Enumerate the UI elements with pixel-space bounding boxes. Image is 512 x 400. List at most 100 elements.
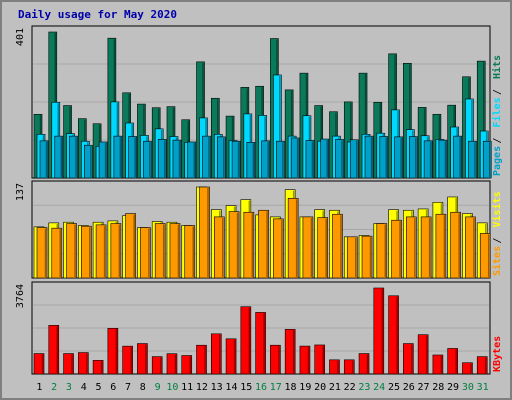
bar-kbytes-day-1 bbox=[33, 353, 45, 375]
bar-pages-day-18 bbox=[290, 137, 300, 179]
legend-separator: / bbox=[492, 89, 503, 95]
bar-pages-day-5 bbox=[98, 141, 108, 179]
bar-sites-day-1 bbox=[36, 227, 48, 279]
x-tick-label-day-29: 29 bbox=[447, 382, 459, 393]
bar-kbytes-day-29 bbox=[447, 348, 458, 375]
legend-separator: / bbox=[492, 237, 503, 243]
bar-pages-day-8 bbox=[143, 140, 152, 179]
y-max-label: 3764 bbox=[15, 284, 26, 308]
bar-kbytes-day-3 bbox=[63, 353, 74, 375]
x-tick-label-day-13: 13 bbox=[211, 382, 223, 393]
bar-kbytes-day-4 bbox=[78, 352, 89, 375]
bar-sites-day-19 bbox=[302, 216, 314, 279]
bar-sites-day-31 bbox=[479, 233, 491, 279]
bar-pages-day-24 bbox=[379, 136, 389, 179]
x-tick-label-day-14: 14 bbox=[225, 382, 237, 393]
x-tick-label-day-22: 22 bbox=[344, 382, 356, 393]
bar-pages-day-27 bbox=[423, 140, 433, 179]
x-tick-label-day-5: 5 bbox=[95, 382, 101, 393]
y-max-label: 137 bbox=[15, 183, 26, 201]
bar-sites-day-28 bbox=[435, 213, 447, 279]
bar-kbytes-day-15 bbox=[240, 306, 252, 375]
legend-separator: / bbox=[492, 137, 503, 143]
x-tick-label-day-31: 31 bbox=[477, 382, 489, 393]
bar-pages-day-17 bbox=[276, 140, 285, 179]
bar-kbytes-day-27 bbox=[417, 334, 429, 375]
bar-kbytes-day-6 bbox=[107, 328, 119, 375]
bar-pages-day-11 bbox=[187, 141, 197, 179]
bar-kbytes-day-11 bbox=[181, 355, 193, 375]
bar-sites-day-24 bbox=[376, 223, 388, 279]
bar-sites-day-4 bbox=[81, 225, 92, 279]
bar-sites-day-17 bbox=[273, 218, 284, 279]
x-tick-label-day-1: 1 bbox=[36, 382, 42, 393]
bar-pages-day-13 bbox=[216, 136, 226, 179]
bar-pages-day-21 bbox=[335, 139, 344, 179]
x-tick-label-day-3: 3 bbox=[66, 382, 72, 393]
bar-sites-day-9 bbox=[154, 223, 166, 279]
bar-sites-day-15 bbox=[243, 211, 255, 279]
bar-kbytes-day-9 bbox=[151, 356, 163, 375]
x-tick-label-day-11: 11 bbox=[181, 382, 193, 393]
bar-kbytes-day-31 bbox=[476, 356, 488, 375]
bar-kbytes-day-13 bbox=[210, 333, 222, 375]
bar-sites-day-6 bbox=[110, 223, 122, 279]
bar-sites-day-2 bbox=[51, 227, 63, 279]
x-tick-label-day-23: 23 bbox=[358, 382, 370, 393]
bar-kbytes-day-16 bbox=[255, 312, 266, 375]
bar-sites-day-22 bbox=[346, 236, 358, 279]
x-tick-label-day-17: 17 bbox=[270, 382, 282, 393]
bar-kbytes-day-18 bbox=[284, 329, 296, 375]
bar-sites-day-21 bbox=[332, 213, 343, 279]
bar-pages-day-29 bbox=[453, 135, 462, 179]
x-tick-label-day-8: 8 bbox=[140, 382, 146, 393]
bar-pages-day-12 bbox=[202, 135, 211, 179]
bar-pages-day-10 bbox=[172, 139, 182, 179]
bar-sites-day-26 bbox=[406, 216, 417, 279]
bar-kbytes-day-23 bbox=[358, 353, 370, 375]
bar-sites-day-3 bbox=[66, 223, 77, 279]
bar-pages-day-2 bbox=[54, 135, 64, 179]
bar-kbytes-day-28 bbox=[432, 354, 444, 375]
bar-kbytes-day-12 bbox=[196, 344, 207, 375]
bar-kbytes-day-14 bbox=[225, 338, 237, 375]
x-tick-label-day-18: 18 bbox=[285, 382, 297, 393]
bar-pages-day-19 bbox=[305, 140, 315, 179]
bar-kbytes-day-26 bbox=[403, 343, 414, 375]
bar-sites-day-20 bbox=[317, 217, 329, 279]
bar-pages-day-20 bbox=[320, 138, 330, 179]
bar-kbytes-day-21 bbox=[329, 359, 340, 375]
bar-pages-day-16 bbox=[261, 140, 270, 179]
bar-pages-day-23 bbox=[364, 135, 374, 179]
bar-sites-day-5 bbox=[95, 224, 107, 279]
bar-sites-day-10 bbox=[169, 223, 181, 279]
bar-pages-day-1 bbox=[39, 140, 49, 179]
bar-sites-day-27 bbox=[420, 216, 432, 279]
x-tick-label-day-30: 30 bbox=[462, 382, 474, 393]
x-tick-label-day-9: 9 bbox=[155, 382, 161, 393]
bar-kbytes-day-22 bbox=[343, 359, 355, 375]
legend-visits: Visits bbox=[491, 191, 503, 227]
bar-sites-day-7 bbox=[125, 213, 136, 279]
bar-kbytes-day-2 bbox=[48, 325, 60, 375]
x-tick-label-day-27: 27 bbox=[417, 382, 429, 393]
bar-pages-day-6 bbox=[113, 135, 123, 179]
bar-kbytes-day-20 bbox=[314, 344, 326, 375]
bar-kbytes-day-7 bbox=[122, 345, 133, 375]
legend-files: Files bbox=[491, 97, 503, 127]
bar-pages-day-14 bbox=[231, 140, 241, 179]
bar-sites-day-23 bbox=[361, 235, 373, 279]
bar-sites-day-12 bbox=[199, 186, 210, 279]
bar-kbytes-day-25 bbox=[388, 295, 399, 375]
bar-pages-day-7 bbox=[128, 136, 137, 179]
bar-pages-day-31 bbox=[482, 140, 492, 179]
x-tick-label-day-26: 26 bbox=[403, 382, 415, 393]
legend-hits: Hits bbox=[491, 55, 503, 79]
x-tick-label-day-7: 7 bbox=[125, 382, 131, 393]
x-tick-label-day-19: 19 bbox=[299, 382, 311, 393]
bar-sites-day-8 bbox=[140, 227, 151, 279]
bar-pages-day-30 bbox=[468, 140, 477, 179]
y-max-label: 401 bbox=[15, 28, 26, 46]
